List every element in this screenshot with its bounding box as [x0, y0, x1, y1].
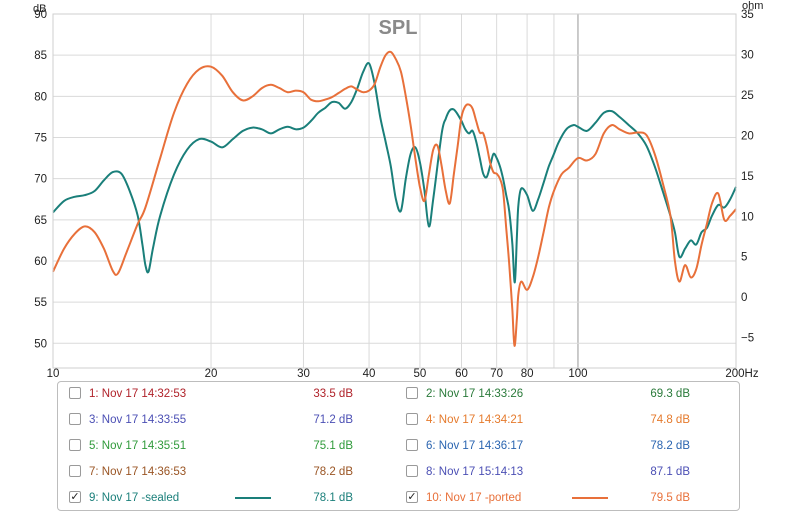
legend-label: 2: Nov 17 14:33:26	[426, 388, 524, 400]
axes: 10 20 30 40 50 60 70 80 100 200Hz5055606570758085…	[34, 9, 759, 380]
legend-checkbox[interactable]	[69, 465, 81, 477]
y-tick-label: 80	[34, 91, 47, 103]
y2-tick-label: 15	[741, 171, 754, 183]
y2-tick-label: −5	[741, 333, 754, 345]
left-axis-unit: dB	[33, 3, 46, 15]
legend-value: 79.5 dB	[650, 492, 690, 504]
series-line-ported	[52, 50, 737, 347]
legend-entry[interactable]: 5: Nov 17 14:35:51 75.1 dB	[69, 438, 389, 454]
legend-label: 6: Nov 17 14:36:17	[426, 440, 524, 452]
y2-tick-label: 35	[741, 9, 754, 21]
x-tick-label: 200Hz	[725, 368, 758, 380]
x-tick-label: 50	[414, 368, 427, 380]
legend-label: 8: Nov 17 15:14:13	[426, 466, 524, 478]
y2-tick-label: 5	[741, 252, 747, 264]
legend-checkbox[interactable]	[406, 465, 418, 477]
legend-label: 7: Nov 17 14:36:53	[89, 466, 187, 478]
legend-entry[interactable]: 8: Nov 17 15:14:13 87.1 dB	[406, 464, 726, 480]
legend-value: 78.2 dB	[313, 466, 353, 478]
legend-swatch	[572, 497, 608, 499]
legend-entry[interactable]: 4: Nov 17 14:34:21 74.8 dB	[406, 412, 726, 428]
y-tick-label: 75	[34, 132, 47, 144]
legend-checkbox[interactable]	[406, 439, 418, 451]
series-line-sealed	[52, 61, 737, 284]
y-tick-label: 85	[34, 50, 47, 62]
legend-entry[interactable]: 7: Nov 17 14:36:53 78.2 dB	[69, 464, 389, 480]
legend-entry[interactable]: ✓ 9: Nov 17 -sealed 78.1 dB	[69, 490, 389, 506]
legend-value: 78.1 dB	[313, 492, 353, 504]
legend-entry[interactable]: ✓ 10: Nov 17 -ported 79.5 dB	[406, 490, 726, 506]
legend-entry[interactable]: 1: Nov 17 14:32:53 33.5 dB	[69, 386, 389, 402]
y2-tick-label: 25	[741, 90, 754, 102]
series-lines	[52, 50, 737, 347]
legend-checkbox[interactable]	[69, 413, 81, 425]
y-tick-label: 90	[34, 9, 47, 21]
legend-entry[interactable]: 6: Nov 17 14:36:17 78.2 dB	[406, 438, 726, 454]
legend-value: 78.2 dB	[650, 440, 690, 452]
x-tick-label: 70	[490, 368, 503, 380]
legend-value: 33.5 dB	[313, 388, 353, 400]
x-tick-label: 100	[568, 368, 587, 380]
y-tick-label: 55	[34, 297, 47, 309]
x-tick-label: 20	[205, 368, 218, 380]
right-axis-unit: ohm	[742, 0, 763, 12]
y-tick-label: 60	[34, 256, 47, 268]
legend-value: 69.3 dB	[650, 388, 690, 400]
legend-entry[interactable]: 3: Nov 17 14:33:55 71.2 dB	[69, 412, 389, 428]
legend-label: 3: Nov 17 14:33:55	[89, 414, 187, 426]
y-tick-label: 65	[34, 215, 47, 227]
legend-checkbox[interactable]	[69, 387, 81, 399]
y2-tick-label: 30	[741, 49, 754, 61]
legend-label: 9: Nov 17 -sealed	[89, 492, 180, 504]
chart-title: SPL	[379, 17, 418, 39]
y-tick-label: 70	[34, 174, 47, 186]
legend-checkbox[interactable]	[406, 387, 418, 399]
legend-value: 75.1 dB	[313, 440, 353, 452]
y2-tick-label: 20	[741, 130, 754, 142]
legend-label: 1: Nov 17 14:32:53	[89, 388, 187, 400]
y-tick-label: 50	[34, 338, 47, 350]
x-tick-label: 80	[521, 368, 534, 380]
legend-checkbox[interactable]: ✓	[69, 491, 81, 503]
plot-frame	[52, 13, 737, 369]
x-tick-label: 60	[455, 368, 468, 380]
legend-value: 87.1 dB	[650, 466, 690, 478]
legend-checkbox[interactable]	[406, 413, 418, 425]
x-tick-label: 30	[297, 368, 310, 380]
legend-entry[interactable]: 2: Nov 17 14:33:26 69.3 dB	[406, 386, 726, 402]
legend-checkbox[interactable]	[69, 439, 81, 451]
x-tick-label: 40	[363, 368, 376, 380]
legend-label: 10: Nov 17 -ported	[426, 492, 522, 504]
x-tick-label: 10	[47, 368, 60, 380]
legend-checkbox[interactable]: ✓	[406, 491, 418, 503]
spl-chart[interactable]: 10 20 30 40 50 60 70 80 100 200Hz5055606570758085…	[0, 0, 800, 380]
legend-value: 71.2 dB	[313, 414, 353, 426]
y2-tick-label: 0	[741, 292, 747, 304]
legend-panel: 1: Nov 17 14:32:53 33.5 dB 2: Nov 17 14:33…	[57, 381, 740, 511]
legend-swatch	[235, 497, 271, 499]
legend-value: 74.8 dB	[650, 414, 690, 426]
y2-tick-label: 10	[741, 211, 754, 223]
legend-label: 4: Nov 17 14:34:21	[426, 414, 524, 426]
legend-label: 5: Nov 17 14:35:51	[89, 440, 187, 452]
